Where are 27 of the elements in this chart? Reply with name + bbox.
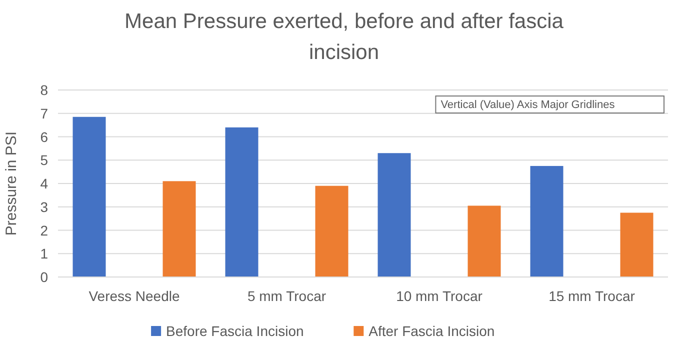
chart-title: Mean Pressure exerted, before and after fascia incision: [124, 10, 564, 64]
y-tick-label: 0: [40, 269, 48, 285]
y-tick-label: 4: [40, 176, 48, 192]
bar: [225, 127, 258, 277]
bar: [530, 166, 564, 277]
y-tick-label: 6: [40, 128, 48, 145]
legend-label: After Fascia Incision: [368, 323, 495, 339]
bar: [162, 181, 196, 277]
x-tick-label: 15 mm Trocar: [548, 288, 636, 304]
y-tick-label: 5: [40, 152, 48, 168]
y-tick-label: 1: [40, 246, 48, 262]
tooltip-box: Vertical (Value) Axis Major Gridlines: [435, 96, 664, 114]
y-tick-label: 8: [40, 82, 48, 98]
y-axis-title: Pressure in PSI: [3, 131, 20, 236]
bar: [468, 206, 501, 277]
bar: [315, 186, 348, 277]
x-tick-label: Veress Needle: [88, 288, 180, 304]
x-tick-label: 10 mm Trocar: [396, 288, 483, 304]
legend-label: Before Fascia Incision: [166, 323, 304, 339]
annotation: Vertical (Value) Axis Major Gridlines: [440, 99, 616, 111]
y-tick-label: 2: [40, 222, 48, 238]
x-tick-label: 5 mm Trocar: [247, 288, 326, 304]
y-tick-label: 3: [40, 198, 48, 215]
bar: [72, 116, 106, 277]
bar: [620, 212, 654, 277]
bar: [378, 153, 411, 277]
y-tick-label: 7: [40, 105, 48, 122]
